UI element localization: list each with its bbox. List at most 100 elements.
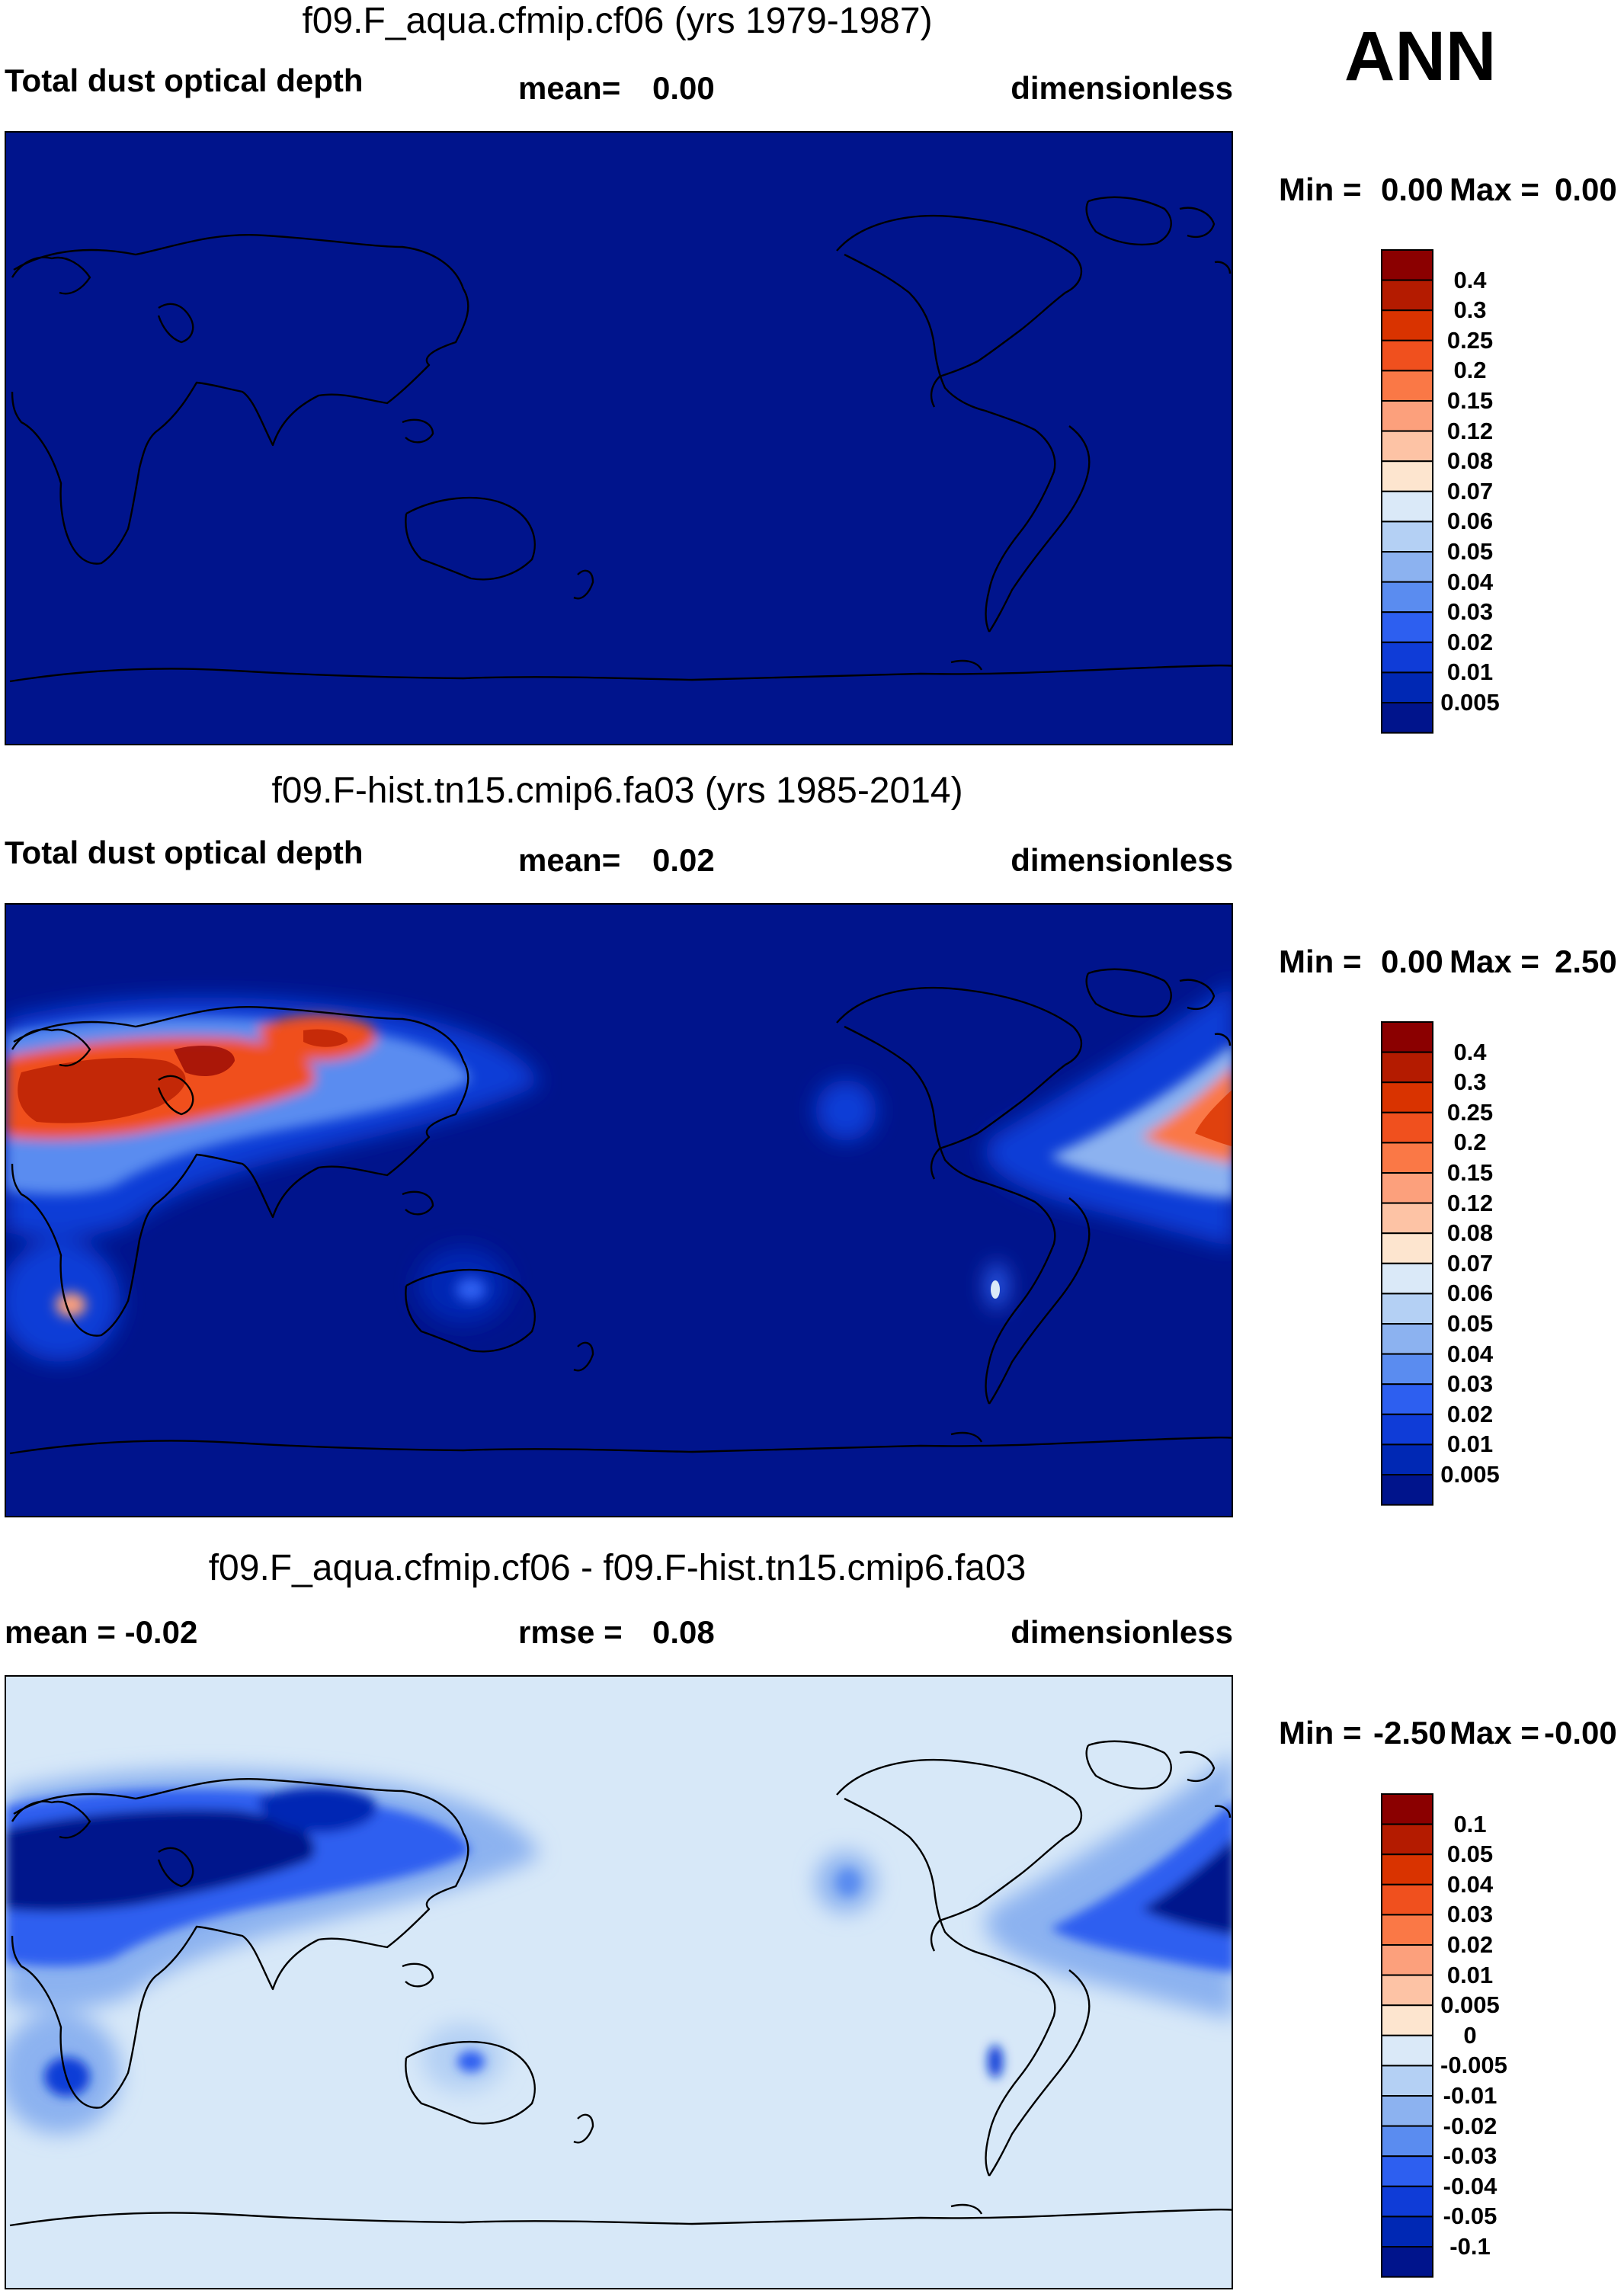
colorbar-tick-label: -0.05	[1443, 2203, 1497, 2230]
colorbar-tick-label: 0.08	[1446, 1219, 1494, 1247]
panel2-min-label: Min =	[1279, 944, 1362, 979]
colorbar-swatch	[1381, 1323, 1433, 1355]
panel3-background-fill	[6, 1677, 1232, 2288]
panel2-colorbar: 0.4 0.3 0.25 0.2 0.15 0.12 0.08 0.07 0.06 0.05 0.0…	[1381, 1021, 1526, 1511]
panel3-units: dimensionless	[1011, 1614, 1233, 1650]
colorbar-swatch	[1381, 279, 1433, 312]
colorbar-swatch	[1381, 2095, 1433, 2127]
colorbar-tick-label: 0.4	[1453, 1038, 1487, 1065]
colorbar-swatch	[1381, 671, 1433, 704]
panel3-title: f09.F_aqua.cfmip.cf06 - f09.F-hist.tn15.…	[208, 1548, 1027, 1588]
colorbar-tick-label: 0.03	[1446, 598, 1494, 626]
colorbar-tick-label: 0.4	[1453, 266, 1487, 293]
panel3-rmse-value: 0.08	[652, 1614, 715, 1650]
colorbar-svg	[1381, 249, 1433, 734]
panel1-coastlines	[9, 196, 1232, 683]
colorbar-swatch	[1381, 581, 1433, 614]
colorbar-swatch	[1381, 641, 1433, 674]
colorbar-tick-label: 0.3	[1453, 1069, 1487, 1096]
colorbar-tick-label: 0.04	[1446, 1340, 1494, 1367]
colorbar-swatch	[1381, 1383, 1433, 1415]
panel1-ocean-fill	[6, 133, 1232, 744]
panel2-mean-key: mean=	[518, 842, 621, 878]
panel3-mean-label: mean = -0.02	[5, 1614, 198, 1650]
panel1-variable-label: Total dust optical depth	[5, 62, 364, 98]
colorbar-tick-label: 0.02	[1446, 1931, 1494, 1958]
colorbar-swatch	[1381, 1883, 1433, 1916]
colorbar-tick-label: 0.06	[1446, 1280, 1494, 1307]
panel2-dust-core	[18, 1029, 1232, 1299]
colorbar-swatch	[1381, 1051, 1433, 1084]
colorbar-swatch	[1381, 309, 1433, 341]
colorbar-tick-label: -0.005	[1440, 2052, 1507, 2079]
panel1-max-label: Max =	[1449, 171, 1539, 207]
colorbar-tick-label: 0.3	[1453, 296, 1487, 324]
panel2-ocean-fill	[6, 905, 1232, 1516]
panel1-min-label: Min =	[1279, 171, 1362, 207]
panel2-coastlines	[9, 968, 1232, 1455]
colorbar-swatch	[1381, 1944, 1433, 1976]
colorbar-swatch	[1381, 1081, 1433, 1113]
colorbar-tick-label: 0.04	[1446, 1870, 1494, 1898]
colorbar-tick-label: -0.02	[1443, 2112, 1497, 2139]
colorbar-swatch	[1381, 1021, 1433, 1053]
colorbar-tick-label: -0.01	[1443, 2082, 1497, 2109]
colorbar-tick-label: 0.12	[1446, 417, 1494, 444]
panel1-min-value: 0.00	[1381, 171, 1443, 207]
colorbar-tick-label: -0.03	[1443, 2142, 1497, 2170]
panel3-min-value: -2.50	[1373, 1715, 1446, 1751]
colorbar-swatch	[1381, 2034, 1433, 2067]
colorbar-swatch	[1381, 370, 1433, 402]
colorbar-tick-label: 0.05	[1446, 1310, 1494, 1337]
colorbar-tick-label: 0.005	[1440, 689, 1500, 716]
colorbar-tick-label: 0.2	[1453, 1129, 1487, 1156]
colorbar-swatch	[1381, 490, 1433, 523]
colorbar-swatch	[1381, 2216, 1433, 2248]
panel1-max-value: 0.00	[1555, 171, 1617, 207]
colorbar-swatch	[1381, 1293, 1433, 1325]
colorbar-swatch	[1381, 2185, 1433, 2218]
colorbar-tick-label: 0.005	[1440, 1461, 1500, 1488]
panel3-colorbar: 0.1 0.05 0.04 0.03 0.02 0.01 0.005 0 -0.005 -0.01…	[1381, 1793, 1526, 2283]
colorbar-tick-label: 0.2	[1453, 357, 1487, 384]
colorbar-swatch	[1381, 1974, 1433, 2007]
colorbar-tick-label: 0.01	[1446, 1431, 1494, 1458]
panel1-mean-value: 0.00	[652, 70, 715, 106]
colorbar-tick-label: 0.07	[1446, 477, 1494, 505]
panel2-mean-value: 0.02	[652, 842, 715, 878]
colorbar-swatch	[1381, 400, 1433, 432]
colorbar-swatch	[1381, 460, 1433, 492]
panel3-rmse-key: rmse =	[518, 1614, 623, 1650]
colorbar-swatch	[1381, 1823, 1433, 1856]
season-label: ANN	[1344, 18, 1497, 95]
colorbar-swatch	[1381, 1474, 1433, 1506]
colorbar-swatch	[1381, 551, 1433, 583]
panel1-mean-key: mean=	[518, 70, 621, 106]
colorbar-tick-label: -0.1	[1449, 2233, 1491, 2260]
colorbar-swatch	[1381, 339, 1433, 372]
colorbar-swatch	[1381, 1793, 1433, 1825]
colorbar-swatch	[1381, 702, 1433, 734]
colorbar-tick-label: 0.01	[1446, 658, 1494, 686]
panel1-map	[5, 131, 1233, 745]
panel2-variable-label: Total dust optical depth	[5, 835, 364, 870]
colorbar-swatch	[1381, 1914, 1433, 1946]
colorbar-tick-label: 0.07	[1446, 1249, 1494, 1277]
colorbar-swatch	[1381, 1262, 1433, 1295]
colorbar-tick-label: 0	[1463, 2021, 1477, 2049]
colorbar-tick-label: 0.1	[1453, 1810, 1487, 1837]
colorbar-svg	[1381, 1021, 1433, 1506]
colorbar-swatch	[1381, 1142, 1433, 1174]
colorbar-tick-label: 0.05	[1446, 1841, 1494, 1868]
colorbar-swatch	[1381, 2246, 1433, 2278]
colorbar-swatch	[1381, 1413, 1433, 1446]
colorbar-tick-label: 0.05	[1446, 538, 1494, 565]
colorbar-tick-label: -0.04	[1443, 2172, 1497, 2199]
colorbar-swatch	[1381, 249, 1433, 281]
panel2-title: f09.F-hist.tn15.cmip6.fa03 (yrs 1985-201…	[271, 771, 963, 811]
colorbar-tick-label: 0.12	[1446, 1189, 1494, 1216]
colorbar-tick-label: 0.04	[1446, 568, 1494, 595]
colorbar-tick-label: 0.08	[1446, 447, 1494, 475]
panel2-units: dimensionless	[1011, 842, 1233, 878]
panel3-max-value: -0.00	[1544, 1715, 1617, 1751]
